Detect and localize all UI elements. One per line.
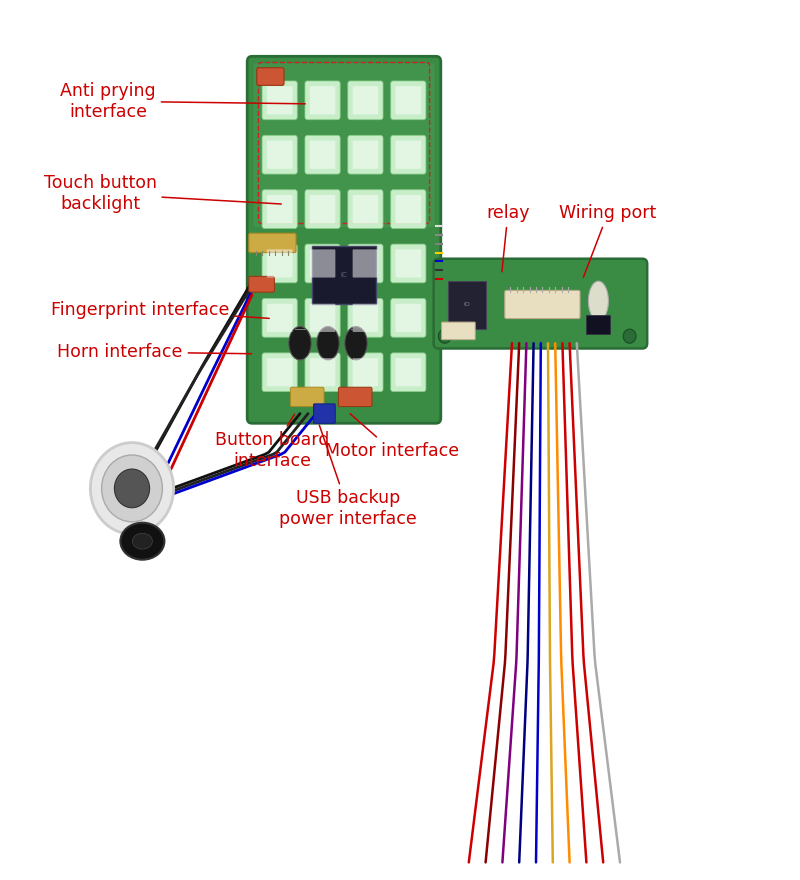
FancyBboxPatch shape xyxy=(390,244,426,282)
FancyBboxPatch shape xyxy=(305,81,340,120)
Text: IO: IO xyxy=(464,302,470,307)
FancyBboxPatch shape xyxy=(348,81,383,120)
FancyBboxPatch shape xyxy=(353,86,378,114)
FancyBboxPatch shape xyxy=(305,136,340,174)
FancyBboxPatch shape xyxy=(353,195,378,224)
FancyBboxPatch shape xyxy=(395,86,421,114)
FancyBboxPatch shape xyxy=(442,322,475,340)
FancyBboxPatch shape xyxy=(353,141,378,169)
FancyBboxPatch shape xyxy=(395,358,421,386)
Text: Touch button
backlight: Touch button backlight xyxy=(43,174,282,213)
FancyBboxPatch shape xyxy=(305,353,340,392)
Circle shape xyxy=(102,455,162,522)
FancyBboxPatch shape xyxy=(390,81,426,120)
FancyBboxPatch shape xyxy=(338,387,372,407)
Ellipse shape xyxy=(317,326,339,360)
Ellipse shape xyxy=(133,533,152,549)
FancyBboxPatch shape xyxy=(267,86,293,114)
FancyBboxPatch shape xyxy=(290,387,324,407)
FancyBboxPatch shape xyxy=(434,259,647,348)
FancyBboxPatch shape xyxy=(262,298,298,337)
Text: Anti prying
interface: Anti prying interface xyxy=(60,82,306,121)
FancyBboxPatch shape xyxy=(305,244,340,282)
FancyBboxPatch shape xyxy=(390,298,426,337)
FancyBboxPatch shape xyxy=(262,244,298,282)
Bar xyxy=(586,315,610,334)
Text: IC: IC xyxy=(341,273,347,278)
FancyBboxPatch shape xyxy=(395,141,421,169)
FancyBboxPatch shape xyxy=(348,244,383,282)
FancyBboxPatch shape xyxy=(353,304,378,332)
FancyBboxPatch shape xyxy=(348,190,383,229)
FancyBboxPatch shape xyxy=(314,404,335,423)
Ellipse shape xyxy=(345,326,367,360)
FancyBboxPatch shape xyxy=(257,68,284,85)
FancyBboxPatch shape xyxy=(310,195,335,224)
FancyBboxPatch shape xyxy=(254,63,434,227)
FancyBboxPatch shape xyxy=(267,304,293,332)
Circle shape xyxy=(90,443,174,534)
FancyBboxPatch shape xyxy=(247,56,441,423)
Ellipse shape xyxy=(588,282,608,320)
Text: Wiring port: Wiring port xyxy=(559,204,657,277)
FancyBboxPatch shape xyxy=(505,290,580,319)
FancyBboxPatch shape xyxy=(262,190,298,229)
Bar xyxy=(312,246,376,304)
FancyBboxPatch shape xyxy=(267,141,293,169)
Circle shape xyxy=(114,469,150,508)
Ellipse shape xyxy=(121,523,165,560)
FancyBboxPatch shape xyxy=(395,249,421,277)
Bar xyxy=(448,281,486,329)
Ellipse shape xyxy=(289,326,311,360)
Text: USB backup
power interface: USB backup power interface xyxy=(279,425,417,528)
FancyBboxPatch shape xyxy=(267,195,293,224)
Text: Fingerprint interface: Fingerprint interface xyxy=(51,301,270,319)
FancyBboxPatch shape xyxy=(310,141,335,169)
FancyBboxPatch shape xyxy=(353,249,378,277)
FancyBboxPatch shape xyxy=(267,249,293,277)
FancyBboxPatch shape xyxy=(353,358,378,386)
FancyBboxPatch shape xyxy=(310,358,335,386)
FancyBboxPatch shape xyxy=(395,304,421,332)
Circle shape xyxy=(623,329,636,343)
FancyBboxPatch shape xyxy=(390,136,426,174)
Text: Motor interface: Motor interface xyxy=(325,414,459,459)
Circle shape xyxy=(438,329,451,343)
FancyBboxPatch shape xyxy=(310,304,335,332)
Text: relay: relay xyxy=(486,204,530,272)
FancyBboxPatch shape xyxy=(390,353,426,392)
FancyBboxPatch shape xyxy=(249,276,274,292)
FancyBboxPatch shape xyxy=(267,358,293,386)
FancyBboxPatch shape xyxy=(262,136,298,174)
FancyBboxPatch shape xyxy=(305,298,340,337)
Text: Button board
interface: Button board interface xyxy=(215,414,329,470)
FancyBboxPatch shape xyxy=(262,81,298,120)
FancyBboxPatch shape xyxy=(348,298,383,337)
FancyBboxPatch shape xyxy=(390,190,426,229)
FancyBboxPatch shape xyxy=(395,195,421,224)
FancyBboxPatch shape xyxy=(262,353,298,392)
FancyBboxPatch shape xyxy=(310,86,335,114)
FancyBboxPatch shape xyxy=(305,190,340,229)
FancyBboxPatch shape xyxy=(348,353,383,392)
FancyBboxPatch shape xyxy=(310,249,335,277)
FancyBboxPatch shape xyxy=(249,233,296,253)
FancyBboxPatch shape xyxy=(348,136,383,174)
Text: Horn interface: Horn interface xyxy=(58,343,252,361)
